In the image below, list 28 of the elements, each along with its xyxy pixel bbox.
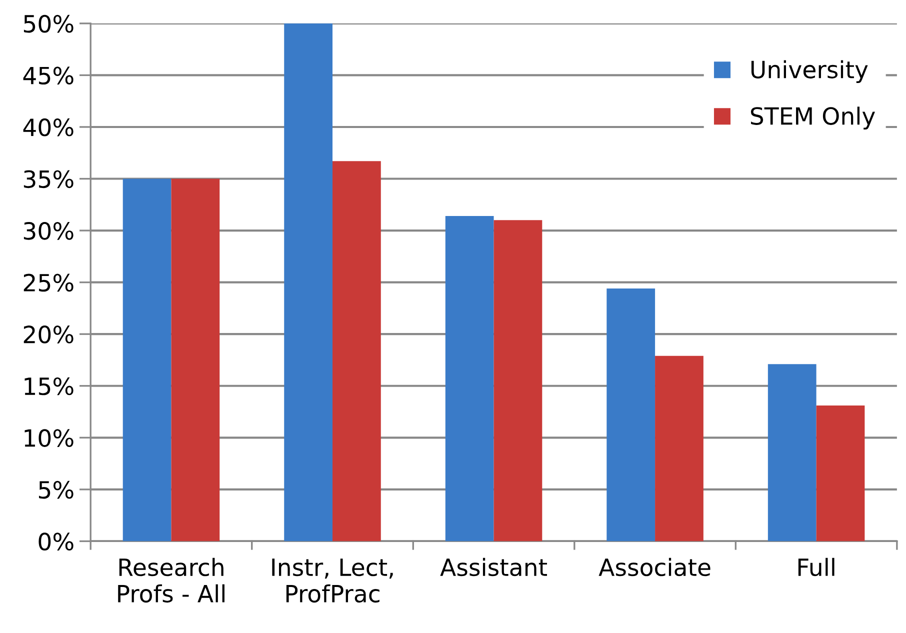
bar — [655, 356, 704, 542]
x-tick-label: Assistant — [440, 558, 547, 576]
y-tick-label: 25% — [24, 274, 74, 292]
y-tick-label: 35% — [24, 170, 74, 188]
y-tick-label: 5% — [38, 480, 74, 499]
x-tick-label: Associate — [598, 558, 710, 576]
y-tick-label: 50% — [24, 14, 74, 33]
y-tick-label: 15% — [24, 377, 74, 396]
x-tick-label: Instr, Lect, ProfPrac — [272, 558, 393, 603]
x-tick-label: Full — [798, 558, 834, 576]
bar — [284, 23, 332, 542]
bar — [171, 178, 220, 542]
bar — [816, 406, 865, 542]
y-tick-label: 20% — [24, 326, 74, 344]
y-tick-label: 0% — [38, 532, 74, 551]
legend-label: STEM Only — [750, 106, 875, 130]
y-tick-label: 40% — [23, 118, 74, 136]
bar — [768, 364, 816, 542]
bar — [445, 216, 494, 542]
y-tick-label: 10% — [24, 429, 74, 447]
y-tick-label: 45% — [23, 66, 74, 85]
bar — [122, 178, 172, 542]
bar — [494, 220, 542, 542]
y-tick-label: 30% — [24, 222, 74, 240]
bar — [332, 161, 381, 542]
x-tick-label: Research Profs - All — [118, 558, 224, 603]
bar — [606, 288, 656, 542]
legend-label: University — [751, 60, 868, 84]
